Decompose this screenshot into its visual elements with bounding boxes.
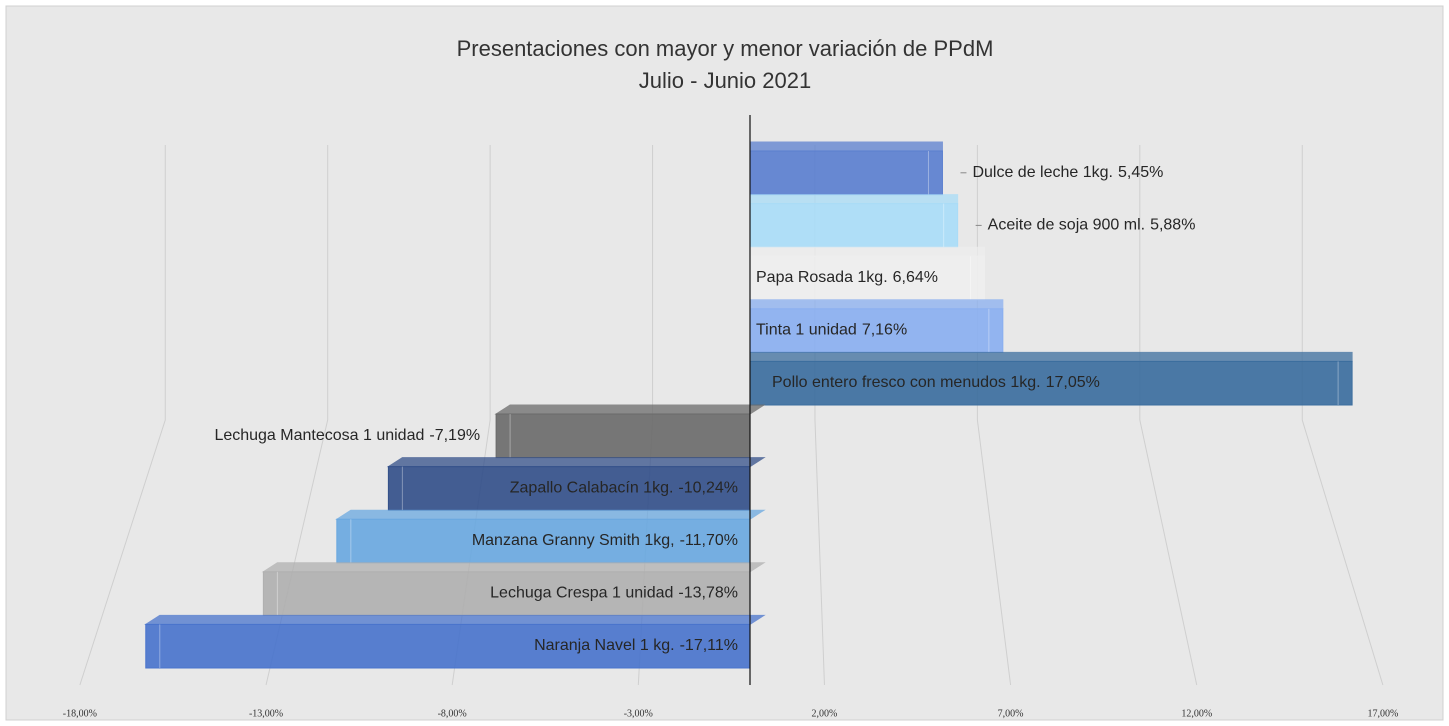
label-value: 5,88% — [1150, 217, 1195, 234]
bar — [386, 457, 766, 511]
label-value: 5,45% — [1118, 164, 1163, 181]
data-label: Zapallo Calabacín 1kg. -10,24% — [510, 480, 738, 497]
bar — [749, 351, 1353, 406]
bar-face — [749, 360, 1353, 406]
grid-line — [79, 145, 166, 686]
label-category: Aceite de soja 900 ml. — [988, 217, 1145, 234]
x-tick-label: -18,00% — [63, 708, 97, 719]
data-label: Dulce de leche 1kg. 5,45% — [972, 164, 1163, 181]
bar — [144, 614, 766, 669]
bar-top — [749, 194, 959, 205]
label-value: -17,11% — [680, 637, 738, 654]
grid-line — [976, 145, 1012, 686]
label-value: -11,70% — [680, 532, 738, 549]
label-category: Lechuga Crespa 1 unidad — [490, 585, 673, 602]
bar-top — [335, 509, 766, 520]
data-label: Tinta 1 unidad 7,16% — [756, 322, 907, 339]
label-value: 17,05% — [1046, 374, 1100, 391]
label-category: Tinta 1 unidad — [756, 322, 857, 339]
bar-top — [494, 404, 766, 415]
x-tick-label: 7,00% — [998, 708, 1024, 719]
bar-top — [749, 351, 1353, 362]
bar — [749, 246, 985, 301]
bar-top — [749, 299, 1004, 310]
data-label: Lechuga Mantecosa 1 unidad -7,19% — [214, 427, 480, 444]
label-value: -10,24% — [678, 480, 738, 497]
bar-top — [386, 457, 766, 468]
grid-line — [1139, 145, 1198, 686]
bar — [749, 141, 943, 196]
bar-face — [749, 203, 959, 248]
bar-face — [749, 150, 943, 196]
x-tick-label: 12,00% — [1181, 708, 1212, 719]
x-tick-label: -3,00% — [624, 708, 653, 719]
bar-face — [336, 518, 751, 564]
label-value: 6,64% — [893, 269, 938, 286]
data-label: Papa Rosada 1kg. 6,64% — [756, 269, 938, 286]
bar-face — [749, 308, 1004, 353]
label-value: -13,78% — [678, 585, 738, 602]
bar-face — [145, 623, 751, 669]
bar — [749, 299, 1004, 353]
data-label: Naranja Navel 1 kg. -17,11% — [534, 637, 738, 654]
bar — [494, 404, 766, 459]
chart-title: Presentaciones con mayor y menor variaci… — [457, 36, 994, 61]
bar — [749, 194, 959, 248]
label-category: Zapallo Calabacín 1kg. — [510, 480, 674, 497]
x-tick-label: -8,00% — [438, 708, 467, 719]
label-category: Dulce de leche 1kg. — [972, 164, 1113, 181]
bar-top — [261, 562, 766, 573]
chart-subtitle: Julio - Junio 2021 — [639, 68, 811, 93]
data-label: Aceite de soja 900 ml. 5,88% — [988, 217, 1196, 234]
x-tick-label: 17,00% — [1367, 708, 1398, 719]
label-category: Lechuga Mantecosa 1 unidad — [214, 427, 424, 444]
bar-top — [749, 141, 943, 152]
label-category: Manzana Granny Smith 1kg, — [472, 532, 675, 549]
data-label: Manzana Granny Smith 1kg, -11,70% — [472, 532, 738, 549]
label-category: Pollo entero fresco con menudos 1kg. — [772, 374, 1041, 391]
label-value: 7,16% — [862, 322, 907, 339]
bar — [261, 562, 766, 616]
label-value: -7,19% — [429, 427, 480, 444]
bar-face — [387, 466, 751, 511]
bar-top — [144, 614, 766, 625]
x-tick-label: -13,00% — [249, 708, 283, 719]
bar — [335, 509, 766, 564]
grid-line — [1301, 145, 1384, 686]
label-category: Papa Rosada 1kg. — [756, 269, 888, 286]
x-tick-label: 2,00% — [812, 708, 838, 719]
label-category: Naranja Navel 1 kg. — [534, 637, 675, 654]
data-label: Lechuga Crespa 1 unidad -13,78% — [490, 585, 738, 602]
bar-face — [749, 255, 985, 301]
bar-face — [495, 413, 751, 459]
data-label: Pollo entero fresco con menudos 1kg. 17,0… — [772, 374, 1100, 391]
bar-top — [749, 246, 985, 257]
